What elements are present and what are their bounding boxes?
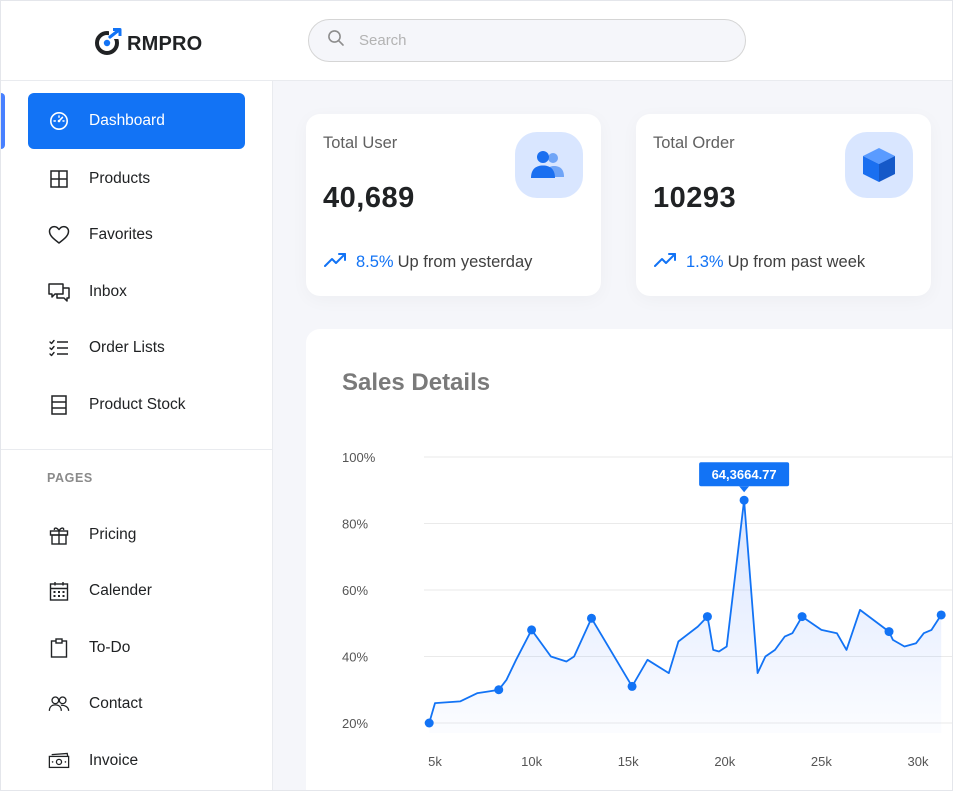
search-input[interactable] bbox=[359, 32, 699, 49]
series-area bbox=[429, 500, 942, 733]
y-tick-label: 60% bbox=[342, 583, 368, 598]
x-tick-label: 25k bbox=[811, 754, 832, 769]
trend-info: 8.5% Up from yesterday bbox=[324, 252, 532, 273]
sidebar-item-label: Calender bbox=[89, 582, 152, 599]
x-tick-label: 30k bbox=[908, 754, 929, 769]
sidebar-item-order-lists[interactable]: Order Lists bbox=[28, 320, 245, 376]
trend-percentage: 1.3% bbox=[686, 253, 724, 271]
active-indicator bbox=[1, 93, 5, 149]
x-tick-label: 5k bbox=[428, 754, 442, 769]
data-point bbox=[702, 612, 712, 622]
users-icon bbox=[48, 693, 70, 715]
trend-info: 1.3% Up from past week bbox=[654, 252, 865, 273]
sidebar-item-label: Dashboard bbox=[89, 112, 165, 129]
card-value: 10293 bbox=[653, 182, 737, 214]
tooltip-pointer bbox=[739, 486, 750, 493]
brand-logo[interactable]: RMPRO bbox=[93, 27, 202, 62]
logo-icon bbox=[93, 27, 123, 62]
sidebar-item-invoice[interactable]: Invoice bbox=[28, 733, 245, 789]
sidebar-item-products[interactable]: Products bbox=[28, 151, 245, 207]
data-point bbox=[527, 625, 537, 635]
y-tick-label: 40% bbox=[342, 650, 368, 665]
data-point bbox=[797, 612, 807, 622]
data-point bbox=[936, 610, 946, 620]
sidebar-item-label: Favorites bbox=[89, 226, 153, 243]
x-tick-label: 15k bbox=[618, 754, 639, 769]
pages-section-title: PAGES bbox=[47, 471, 93, 485]
data-point bbox=[424, 718, 434, 728]
users-icon bbox=[515, 132, 583, 198]
sidebar-item-label: Inbox bbox=[89, 283, 127, 300]
tooltip-label: 64,3664.77 bbox=[712, 467, 777, 482]
data-point bbox=[586, 613, 596, 623]
y-tick-label: 80% bbox=[342, 517, 368, 532]
x-tick-label: 20k bbox=[714, 754, 735, 769]
search-bar bbox=[308, 19, 746, 62]
trend-text: Up from yesterday bbox=[397, 253, 533, 271]
chart-title: Sales Details bbox=[342, 369, 491, 396]
top-header: RMPRO bbox=[1, 1, 952, 81]
sidebar-divider bbox=[1, 449, 272, 450]
trending-up-icon bbox=[324, 252, 348, 273]
stat-card-total-user: Total User 40,689 8.5% Up from yesterday bbox=[306, 114, 601, 296]
box-icon bbox=[845, 132, 913, 198]
heart-icon bbox=[48, 224, 70, 246]
search-icon bbox=[327, 29, 345, 52]
y-tick-label: 100% bbox=[342, 450, 376, 465]
sidebar-item-inbox[interactable]: Inbox bbox=[28, 264, 245, 320]
sidebar-item-label: To-Do bbox=[89, 639, 131, 656]
dashboard-gauge-icon bbox=[48, 110, 70, 132]
data-point bbox=[884, 627, 894, 637]
sidebar-item-contact[interactable]: Contact bbox=[28, 676, 245, 732]
sidebar-item-label: Products bbox=[89, 170, 151, 187]
calendar-icon bbox=[48, 580, 70, 602]
sidebar-item-dashboard[interactable]: Dashboard bbox=[28, 93, 245, 149]
card-title: Total Order bbox=[653, 134, 735, 152]
sidebar-item-label: Contact bbox=[89, 695, 143, 712]
data-point bbox=[739, 495, 749, 505]
sidebar-item-pricing[interactable]: Pricing bbox=[28, 507, 245, 563]
trend-percentage: 8.5% bbox=[356, 253, 394, 271]
card-title: Total User bbox=[323, 134, 398, 152]
data-point bbox=[627, 681, 637, 691]
sales-chart: 100% 80% 60% 40% 20% 5k 10k 15k 20k 25k 30k 64,3664… bbox=[342, 450, 952, 769]
gift-icon bbox=[48, 524, 70, 546]
stat-card-total-order: Total Order 10293 1.3% Up from past week bbox=[636, 114, 931, 296]
trending-up-icon bbox=[654, 252, 678, 273]
data-point bbox=[494, 685, 504, 695]
tooltip-box bbox=[699, 462, 790, 487]
sidebar-item-label: Pricing bbox=[89, 526, 137, 543]
sidebar-item-favorites[interactable]: Favorites bbox=[28, 207, 245, 263]
grid-icon bbox=[48, 168, 70, 190]
y-tick-label: 20% bbox=[342, 716, 368, 731]
sidebar-item-product-stock[interactable]: Product Stock bbox=[28, 377, 245, 433]
invoice-icon bbox=[48, 750, 70, 772]
sidebar-item-label: Invoice bbox=[89, 752, 139, 769]
sidebar-item-label: Product Stock bbox=[89, 396, 186, 413]
sidebar: Dashboard Products Favorites Inbox Order bbox=[1, 81, 273, 790]
stock-icon bbox=[48, 394, 70, 416]
card-value: 40,689 bbox=[323, 182, 415, 214]
sales-details-card: Sales Details 100% 80% 60% 40% 20% 5k 10k 15k 20… bbox=[306, 329, 952, 790]
sidebar-item-calender[interactable]: Calender bbox=[28, 563, 245, 619]
checklist-icon bbox=[48, 337, 70, 359]
sidebar-item-to-do[interactable]: To-Do bbox=[28, 620, 245, 676]
chat-icon bbox=[48, 281, 70, 303]
clipboard-icon bbox=[48, 637, 70, 659]
sidebar-item-label: Order Lists bbox=[89, 339, 165, 356]
logo-text: RMPRO bbox=[127, 33, 203, 55]
series-line bbox=[428, 499, 942, 724]
x-tick-label: 10k bbox=[521, 754, 542, 769]
trend-text: Up from past week bbox=[727, 253, 866, 271]
